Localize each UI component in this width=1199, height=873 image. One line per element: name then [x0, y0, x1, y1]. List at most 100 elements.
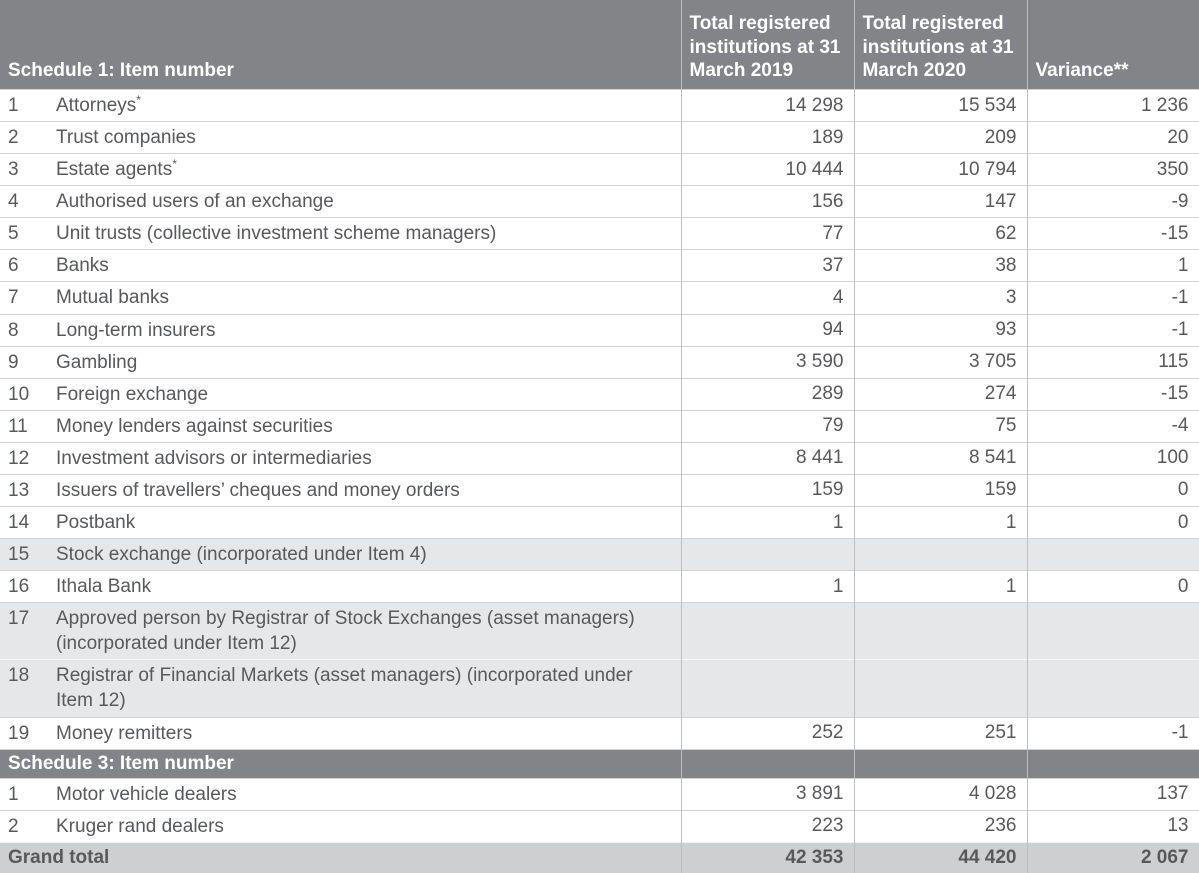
item-label-cell: 18 Registrar of Financial Markets (asset …	[0, 659, 681, 718]
value-2020-cell: 15 534	[853, 88, 1027, 122]
value-2019-cell: 159	[680, 473, 854, 507]
item-number: 7	[8, 287, 19, 309]
variance-cell: 0	[1026, 570, 1199, 603]
item-number: 1	[8, 95, 19, 116]
item-label: Money lenders against securities	[56, 415, 333, 437]
value-2020-cell: 159	[853, 473, 1027, 507]
value-2019-cell: 1	[680, 570, 854, 603]
value-2020-cell: 1	[853, 570, 1027, 603]
item-label: Postbank	[56, 512, 136, 534]
table-row: 3 Estate agents* 10 444 10 794 350	[0, 153, 1199, 186]
variance-cell: -15	[1026, 377, 1199, 411]
variance-cell: 1 236	[1026, 88, 1199, 122]
value-2020-cell: 44 420	[853, 841, 1027, 873]
item-number: 12	[8, 447, 30, 469]
variance-cell: 13	[1026, 809, 1199, 843]
item-label: Foreign exchange	[56, 383, 209, 405]
value-2019-cell	[680, 602, 854, 660]
item-number: 13	[8, 479, 30, 501]
item-number: 2	[8, 127, 19, 149]
item-label-cell: 1 Motor vehicle dealers	[0, 777, 681, 811]
variance-cell: 115	[1026, 345, 1199, 379]
schedule-3-header-row: Schedule 3: Item number	[0, 748, 1199, 779]
value-2019-cell: 223	[680, 809, 854, 843]
table-row: 8 Long-term insurers 94 93 -1	[0, 313, 1199, 347]
item-label: Unit trusts (collective investment schem…	[56, 223, 497, 245]
variance-cell: -1	[1026, 281, 1199, 315]
item-label-cell: 5 Unit trusts (collective investment sche…	[0, 217, 681, 250]
table-row: 10 Foreign exchange 289 274 -15	[0, 377, 1199, 411]
item-number: 16	[8, 576, 30, 598]
item-number: 1	[8, 783, 19, 805]
item-number: 5	[8, 223, 19, 245]
superscript-asterisk: *	[172, 157, 177, 172]
value-2020-cell: 3 705	[853, 345, 1027, 379]
item-label-cell: 12 Investment advisors or intermediaries	[0, 441, 681, 475]
item-label: Attorneys*	[56, 93, 141, 116]
item-label-cell: 7 Mutual banks	[0, 281, 681, 315]
schedule-3-header-label: Schedule 3: Item number	[0, 748, 681, 779]
item-label-cell: 1 Attorneys*	[0, 88, 681, 122]
table-header-row: Schedule 1: Item number Total registered…	[0, 0, 1199, 90]
item-label-cell: 2 Trust companies	[0, 121, 681, 154]
value-2019-cell: 77	[680, 217, 854, 250]
item-number: 18	[8, 665, 30, 687]
item-label: Authorised users of an exchange	[56, 191, 334, 213]
table-row: 1 Motor vehicle dealers 3 891 4 028 137	[0, 777, 1199, 811]
value-2020-cell: 38	[853, 249, 1027, 282]
value-2019-cell: 42 353	[680, 841, 854, 873]
value-2019-cell: 14 298	[680, 88, 854, 122]
item-label-cell: 19 Money remitters	[0, 716, 681, 750]
table-row: 6 Banks 37 38 1	[0, 249, 1199, 282]
value-2020-cell: 8 541	[853, 441, 1027, 475]
value-2020-cell: 274	[853, 377, 1027, 411]
item-label: Investment advisors or intermediaries	[56, 447, 372, 469]
item-label-cell: 15 Stock exchange (incorporated under Ite…	[0, 538, 681, 571]
item-label: Issuers of travellers’ cheques and money…	[56, 479, 460, 501]
value-2020-cell: 1	[853, 506, 1027, 539]
value-2019-cell: 289	[680, 377, 854, 411]
item-label-cell: 9 Gambling	[0, 345, 681, 379]
variance-cell: 0	[1026, 506, 1199, 539]
value-2019-cell: 3 891	[680, 777, 854, 811]
variance-cell: 350	[1026, 153, 1199, 186]
table-row: 17 Approved person by Registrar of Stock …	[0, 602, 1199, 660]
value-2019-cell: 189	[680, 121, 854, 154]
column-header-variance: Variance**	[1026, 0, 1199, 90]
variance-cell: 100	[1026, 441, 1199, 475]
value-2020-cell: 75	[853, 409, 1027, 443]
table-row: 9 Gambling 3 590 3 705 115	[0, 345, 1199, 379]
value-2019-cell: 156	[680, 185, 854, 218]
item-label: Approved person by Registrar of Stock Ex…	[56, 608, 635, 655]
item-number: 3	[8, 159, 19, 181]
value-2020-cell: 251	[853, 716, 1027, 750]
variance-cell: 137	[1026, 777, 1199, 811]
variance-cell: 1	[1026, 249, 1199, 282]
variance-cell: 20	[1026, 121, 1199, 154]
value-2020-cell	[853, 748, 1027, 779]
value-2020-cell	[853, 659, 1027, 718]
table-row: 11 Money lenders against securities 79 75 -4	[0, 409, 1199, 443]
item-number: 9	[8, 351, 19, 373]
item-number: 17	[8, 608, 30, 630]
value-2019-cell: 3 590	[680, 345, 854, 379]
value-2019-cell: 10 444	[680, 153, 854, 186]
value-2019-cell	[680, 538, 854, 571]
value-2020-cell: 147	[853, 185, 1027, 218]
value-2019-cell: 1	[680, 506, 854, 539]
table-row: 1 Attorneys* 14 298 15 534 1 236	[0, 88, 1199, 122]
item-label-cell: 8 Long-term insurers	[0, 313, 681, 347]
value-2019-cell: 37	[680, 249, 854, 282]
superscript-asterisk: *	[136, 93, 141, 107]
item-label: Stock exchange (incorporated under Item …	[56, 544, 427, 566]
item-label-cell: 3 Estate agents*	[0, 153, 681, 186]
item-number: 8	[8, 319, 19, 341]
item-label-cell: 11 Money lenders against securities	[0, 409, 681, 443]
item-label: Long-term insurers	[56, 319, 216, 341]
table-row: 4 Authorised users of an exchange 156 147 -9	[0, 185, 1199, 218]
variance-cell: -9	[1026, 185, 1199, 218]
variance-cell: -1	[1026, 313, 1199, 347]
variance-cell	[1026, 748, 1199, 779]
table-row: 5 Unit trusts (collective investment sche…	[0, 217, 1199, 250]
